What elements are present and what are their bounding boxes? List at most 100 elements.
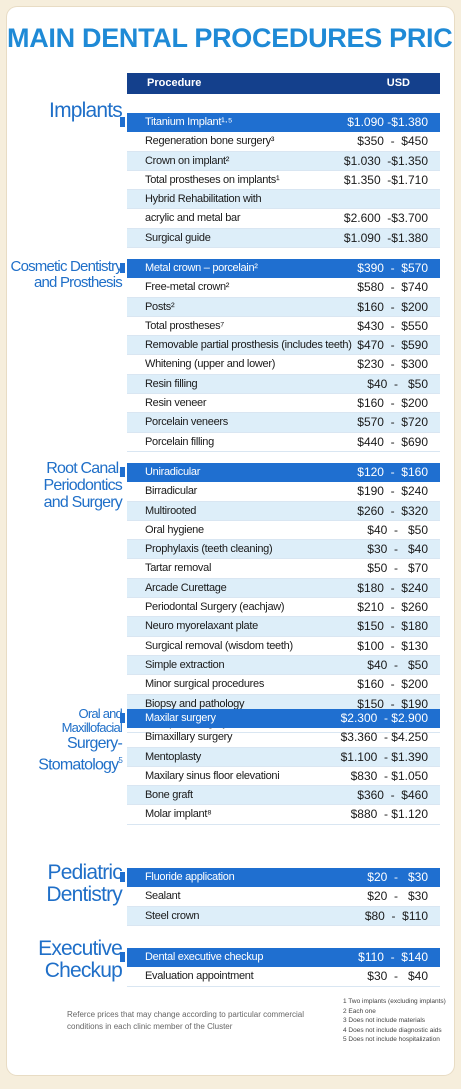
price-range: $40 - $50 [367, 657, 428, 672]
procedure-name: Evaluation appointment [145, 970, 254, 983]
section-marker [120, 713, 125, 723]
price-range: $40 - $50 [367, 522, 428, 537]
section-title: Executive Checkup [38, 937, 123, 982]
table-row: Posts² $160 - $200 [127, 297, 440, 317]
price-range: $830 - $1.050 [350, 768, 428, 783]
footnote-item: 5 Does not include hospitalization [343, 1036, 440, 1044]
price-table: Metal crown – porcelain² $390 - $570 Free-… [120, 259, 440, 452]
procedure-name: Porcelain veneers [145, 416, 228, 429]
procedure-name: Regeneration bone surgery³ [145, 135, 275, 148]
table-row: Oral hygiene $40 - $50 [127, 521, 440, 541]
footnote-item: 1 Two implants (excluding implants) [343, 998, 446, 1005]
procedure-name: Porcelain filling [145, 435, 214, 448]
price-range: $2.600 -$3.700 [343, 211, 428, 226]
procedure-name: Minor surgical procedures [145, 678, 265, 691]
procedure-name: Bimaxillary surgery [145, 731, 233, 744]
price-range: $350 - $450 [357, 134, 428, 149]
table-row: Uniradicular $120 - $160 [120, 463, 440, 483]
price-range: $260 - $320 [357, 503, 428, 518]
table-row: Minor surgical procedures $160 - $200 [127, 675, 440, 695]
procedure-column-header: Procedure [147, 77, 202, 89]
table-row: Sealant $20 - $30 [127, 887, 440, 907]
table-row: Resin filling $40 - $50 [127, 374, 440, 395]
price-range: $110 - $140 [358, 950, 428, 964]
table-row: Total prostheses on implants¹ $1.350 -$1.… [127, 171, 440, 191]
procedure-name: Total prostheses on implants¹ [145, 173, 280, 186]
procedure-name: Maxilar surgery [145, 712, 216, 724]
table-row: Multirooted $260 - $320 [127, 501, 440, 521]
price-range: $160 - $200 [357, 396, 428, 411]
price-range: $1.090 -$1.380 [343, 230, 428, 245]
table-row: Maxilar surgery $2.300 - $2.900 [120, 709, 440, 729]
procedure-name: Total prostheses⁷ [145, 319, 224, 332]
table-row: Resin veneer $160 - $200 [127, 394, 440, 414]
section-marker [120, 872, 125, 882]
table-row: Whitening (upper and lower) $230 - $300 [127, 355, 440, 375]
section-marker [120, 263, 125, 273]
procedure-name: Neuro myorelaxant plate [145, 620, 258, 633]
price-table: Dental executive checkup $110 - $140 Evalu… [120, 948, 440, 987]
table-row: Removable partial prosthesis (includes t… [127, 336, 440, 356]
price-range: $1.350 -$1.710 [343, 172, 428, 187]
price-range: $440 - $690 [357, 434, 428, 449]
procedure-name: Posts² [145, 300, 175, 313]
procedure-name: Free-metal crown² [145, 281, 230, 294]
page-title: MAIN DENTAL PROCEDURES PRICES [7, 23, 454, 53]
procedure-name: Bone graft [145, 789, 193, 802]
price-table: Fluoride application $20 - $30 Sealant $20 … [120, 868, 440, 926]
table-row: Simple extraction $40 - $50 [127, 655, 440, 676]
table-row: Evaluation appointment $30 - $40 [127, 967, 440, 987]
price-range: $230 - $300 [357, 357, 428, 372]
price-range: $1.100 - $1.390 [340, 749, 428, 764]
procedure-name: Birradicular [145, 485, 198, 498]
price-range: $20 - $30 [367, 870, 428, 884]
footnote-item: 4 Does not include diagnostic aids [343, 1026, 442, 1034]
section-marker [120, 467, 125, 477]
table-header: Procedure USD [127, 73, 440, 94]
section-title: Implants [49, 99, 123, 122]
table-row: Titanium Implant¹·⁵ $1.090 -$1.380 [120, 113, 440, 133]
table-row: Free-metal crown² $580 - $740 [127, 278, 440, 298]
price-range: $30 - $40 [367, 969, 428, 984]
procedure-name: Mentoplasty [145, 750, 202, 763]
procedure-name: Surgical guide [145, 231, 211, 244]
procedure-name: Crown on implant² [145, 154, 230, 167]
price-range: $50 - $70 [367, 561, 428, 576]
procedure-name: Tartar removal [145, 562, 212, 575]
section-title: Pediatric Dentistry [46, 861, 122, 906]
price-range: $570 - $720 [357, 415, 428, 430]
procedure-name: Resin filling [145, 377, 198, 390]
price-range: $1.030 -$1.350 [343, 153, 428, 168]
table-row: Birradicular $190 - $240 [127, 482, 440, 502]
price-table: Uniradicular $120 - $160 Birradicular $190 … [120, 463, 440, 734]
procedure-name: Steel crown [145, 909, 200, 922]
price-range: $880 - $1.120 [350, 807, 428, 822]
table-row: Bimaxillary surgery $3.360 - $4.250 [127, 728, 440, 748]
section-title: Root Canal, Periodontics and Surgery [43, 460, 123, 511]
procedure-name: Metal crown – porcelain² [145, 262, 258, 274]
table-row: Arcade Curettage $180 - $240 [127, 578, 440, 599]
usd-column-header: USD [386, 77, 410, 89]
procedure-name: Multirooted [145, 504, 197, 517]
table-row: Maxilary sinus floor elevationi $830 - $1… [127, 767, 440, 787]
procedure-name: Fluoride application [145, 871, 235, 883]
procedure-name: Periodontal Surgery (eachjaw) [145, 601, 285, 614]
price-range: $80 - $110 [364, 908, 428, 923]
table-row: Surgical removal (wisdom teeth) $100 - $1… [127, 637, 440, 656]
price-range: $180 - $240 [357, 580, 428, 595]
table-row: Regeneration bone surgery³ $350 - $450 [127, 132, 440, 152]
procedure-name: Prophylaxis (teeth cleaning) [145, 543, 273, 556]
procedure-name: Molar implant⁸ [145, 808, 212, 821]
price-range: $390 - $570 [357, 261, 428, 275]
procedure-name: Whitening (upper and lower) [145, 358, 276, 371]
procedure-name: Maxilary sinus floor elevationi [145, 769, 280, 782]
price-range: $2.300 - $2.900 [340, 711, 428, 725]
price-range: $160 - $200 [357, 299, 428, 314]
price-range: $160 - $200 [357, 677, 428, 692]
price-table: Maxilar surgery $2.300 - $2.900 Bimaxillar… [120, 709, 440, 825]
table-row: Total prostheses⁷ $430 - $550 [127, 317, 440, 337]
footnote-item: 2 Each one [343, 1007, 376, 1015]
table-row: Molar implant⁸ $880 - $1.120 [127, 805, 440, 825]
price-range: $1.090 -$1.380 [347, 115, 428, 129]
table-row: Dental executive checkup $110 - $140 [120, 948, 440, 968]
